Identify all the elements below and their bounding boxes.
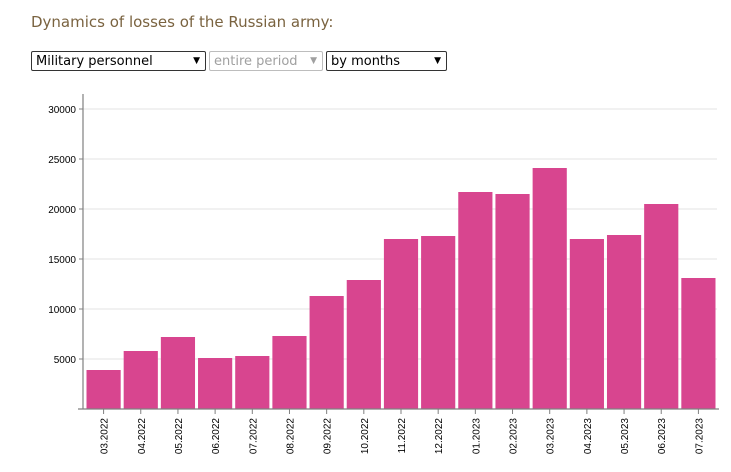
category-select[interactable]: Military personnel ▼: [31, 51, 206, 71]
bar: [421, 236, 456, 409]
period-select: entire period ▼: [209, 51, 323, 71]
x-tick-label: 12.2022: [434, 418, 445, 455]
y-tick-label: 30000: [48, 105, 76, 116]
grouping-select[interactable]: by months ▼: [326, 51, 447, 71]
x-tick-label: 06.2023: [657, 418, 668, 455]
x-tick-label: 04.2023: [583, 418, 594, 455]
y-tick-label: 5000: [54, 355, 77, 366]
chevron-down-icon: ▼: [193, 56, 200, 66]
x-tick-label: 07.2022: [248, 418, 259, 455]
x-tick-label: 07.2023: [694, 418, 705, 455]
bar: [346, 280, 381, 409]
y-tick-label: 15000: [48, 255, 76, 266]
bar: [198, 358, 233, 409]
bar: [123, 351, 158, 409]
x-tick-label: 08.2022: [285, 418, 296, 455]
bar: [495, 194, 530, 409]
x-tick-label: 06.2022: [211, 418, 222, 455]
filter-bar: Military personnel ▼ entire period ▼ by …: [31, 51, 447, 71]
page-title: Dynamics of losses of the Russian army:: [31, 13, 334, 31]
bar: [272, 336, 307, 409]
x-tick-label: 02.2023: [509, 418, 520, 455]
y-tick-label: 10000: [48, 305, 76, 316]
bar: [160, 337, 196, 409]
x-tick-label: 05.2022: [174, 418, 185, 455]
y-tick-label: 25000: [48, 155, 76, 166]
category-select-value: Military personnel: [36, 53, 153, 69]
bar: [569, 239, 604, 409]
chevron-down-icon: ▼: [434, 56, 441, 66]
y-tick-label: 20000: [48, 205, 76, 216]
x-tick-label: 10.2022: [360, 418, 371, 455]
x-tick-label: 05.2023: [620, 418, 631, 455]
bar: [458, 192, 493, 409]
bar: [606, 235, 642, 409]
x-tick-label: 09.2022: [323, 418, 334, 455]
bar: [383, 239, 419, 409]
grouping-select-value: by months: [331, 53, 401, 69]
x-tick-label: 03.2022: [100, 418, 111, 455]
period-select-value: entire period: [214, 53, 298, 69]
bar: [86, 370, 121, 409]
bar: [309, 296, 344, 409]
chevron-down-icon: ▼: [310, 56, 317, 66]
x-tick-label: 03.2023: [546, 418, 557, 455]
bar: [532, 168, 567, 409]
x-tick-label: 11.2022: [397, 418, 408, 454]
bar: [681, 278, 716, 409]
x-tick-label: 01.2023: [471, 418, 482, 455]
x-tick-label: 04.2022: [137, 418, 148, 455]
bar: [235, 356, 270, 409]
bar: [644, 204, 679, 409]
